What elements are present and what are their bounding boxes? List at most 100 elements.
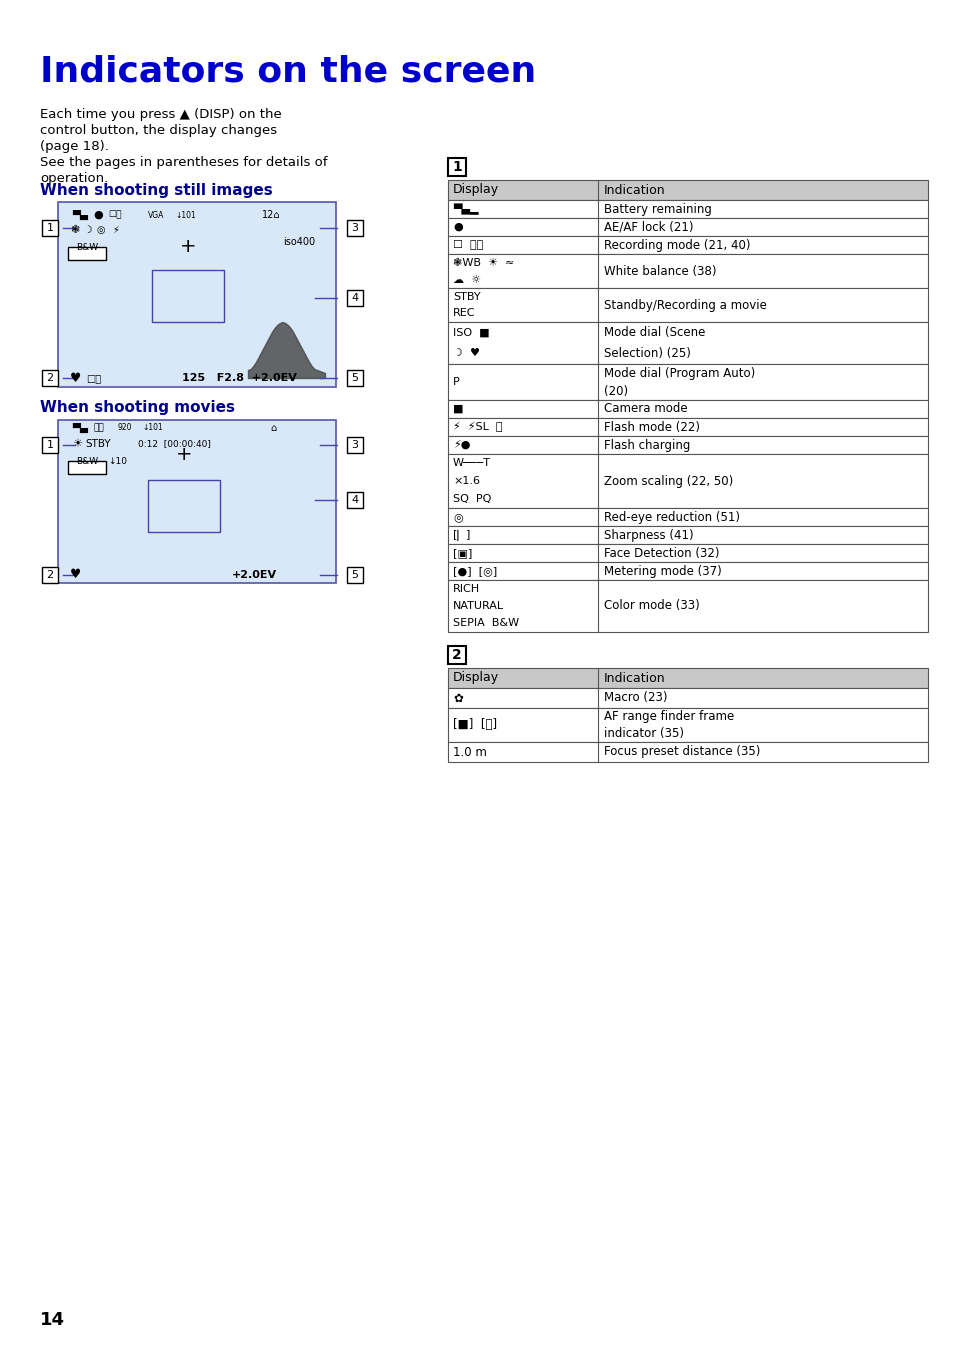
Bar <box>347 370 363 385</box>
Text: 1: 1 <box>452 160 461 174</box>
Bar <box>42 437 58 453</box>
Text: ×1.6: ×1.6 <box>453 476 479 486</box>
Text: ❃WB  ☀  ≈: ❃WB ☀ ≈ <box>453 258 514 267</box>
Text: Focus preset distance (35): Focus preset distance (35) <box>603 745 760 759</box>
Bar <box>347 493 363 508</box>
Text: (20): (20) <box>603 384 627 398</box>
Text: Display: Display <box>453 672 498 684</box>
Bar <box>448 436 927 455</box>
Text: control button, the display changes: control button, the display changes <box>40 123 276 137</box>
Text: ✿: ✿ <box>453 692 462 704</box>
Bar <box>347 220 363 236</box>
Text: Color mode (33): Color mode (33) <box>603 600 699 612</box>
Text: 920: 920 <box>118 423 132 433</box>
Text: RICH: RICH <box>453 584 479 593</box>
Text: Display: Display <box>453 183 498 197</box>
Text: ◎: ◎ <box>97 225 106 235</box>
Bar <box>448 455 927 508</box>
Text: ▀▄: ▀▄ <box>71 210 88 220</box>
Text: B&W: B&W <box>76 456 98 465</box>
Text: AE/AF lock (21): AE/AF lock (21) <box>603 220 693 233</box>
Text: ◎: ◎ <box>453 512 462 522</box>
Text: operation.: operation. <box>40 172 108 185</box>
Text: Mode dial (Scene: Mode dial (Scene <box>603 326 704 339</box>
Bar <box>448 646 465 664</box>
Text: ⚡  ⚡SL  ⓧ: ⚡ ⚡SL ⓧ <box>453 422 502 432</box>
Text: [■]  [⌸]: [■] [⌸] <box>453 718 497 731</box>
Text: Camera mode: Camera mode <box>603 403 687 415</box>
Text: REC: REC <box>453 308 475 319</box>
Text: Zoom scaling (22, 50): Zoom scaling (22, 50) <box>603 475 733 487</box>
Text: Mode dial (Program Auto): Mode dial (Program Auto) <box>603 366 755 380</box>
Text: Standby/Recording a movie: Standby/Recording a movie <box>603 299 766 312</box>
Text: Recording mode (21, 40): Recording mode (21, 40) <box>603 239 750 251</box>
Text: Face Detection (32): Face Detection (32) <box>603 547 719 559</box>
Text: AF range finder frame: AF range finder frame <box>603 710 734 723</box>
Text: ↓101: ↓101 <box>174 210 195 220</box>
Text: B&W: B&W <box>76 243 98 251</box>
Bar <box>448 322 927 364</box>
Bar <box>347 567 363 584</box>
Text: +2.0EV: +2.0EV <box>232 570 276 579</box>
Text: W───T: W───T <box>453 459 491 468</box>
Bar <box>448 157 465 176</box>
Bar <box>448 400 927 418</box>
Text: Battery remaining: Battery remaining <box>603 202 711 216</box>
Text: ☐⌸: ☐⌸ <box>108 210 121 220</box>
Bar <box>448 527 927 544</box>
Text: ❃: ❃ <box>70 225 79 235</box>
Bar <box>448 508 927 527</box>
Bar <box>448 562 927 579</box>
Text: 1: 1 <box>47 223 53 233</box>
Text: Flash mode (22): Flash mode (22) <box>603 421 700 433</box>
Text: 4: 4 <box>351 495 358 505</box>
Text: ☽  ♥: ☽ ♥ <box>453 349 479 358</box>
Text: Each time you press ▲ (DISP) on the: Each time you press ▲ (DISP) on the <box>40 109 281 121</box>
Text: 1: 1 <box>47 440 53 451</box>
Text: STBY: STBY <box>453 292 480 301</box>
Bar <box>448 254 927 288</box>
Bar <box>448 688 927 708</box>
Text: 14: 14 <box>40 1311 65 1329</box>
Text: ☐  ⌸⌹: ☐ ⌸⌹ <box>453 240 483 250</box>
Text: Sharpness (41): Sharpness (41) <box>603 528 693 541</box>
Text: ☽: ☽ <box>84 225 92 235</box>
Bar <box>448 180 927 199</box>
Bar <box>448 288 927 322</box>
Bar <box>347 437 363 453</box>
Bar <box>448 742 927 763</box>
Text: SEPIA  B&W: SEPIA B&W <box>453 619 518 628</box>
Text: (page 18).: (page 18). <box>40 140 109 153</box>
Text: ■: ■ <box>453 404 463 414</box>
Text: 1.0 m: 1.0 m <box>453 745 486 759</box>
Bar <box>347 290 363 305</box>
Text: ISO  ■: ISO ■ <box>453 327 489 338</box>
Bar <box>448 579 927 632</box>
Text: ●: ● <box>453 223 462 232</box>
Bar <box>68 247 106 261</box>
Text: 2: 2 <box>47 373 53 383</box>
Text: ♥: ♥ <box>70 569 81 582</box>
Text: 3: 3 <box>351 440 358 451</box>
Text: ⌂: ⌂ <box>270 423 276 433</box>
Text: ↓10: ↓10 <box>108 456 127 465</box>
Text: ⚡●: ⚡● <box>453 440 470 451</box>
Bar <box>448 364 927 400</box>
Bar <box>448 199 927 218</box>
Text: When shooting still images: When shooting still images <box>40 183 273 198</box>
Bar <box>448 544 927 562</box>
Text: ↓101: ↓101 <box>142 423 163 433</box>
Text: 5: 5 <box>351 570 358 579</box>
Text: Red-eye reduction (51): Red-eye reduction (51) <box>603 510 740 524</box>
Text: 2: 2 <box>47 570 53 579</box>
Text: VGA: VGA <box>148 210 164 220</box>
Bar <box>148 480 220 532</box>
Text: □⌸: □⌸ <box>86 373 101 383</box>
Text: ▀▄▂: ▀▄▂ <box>453 204 478 214</box>
Text: ☁  ☼: ☁ ☼ <box>453 274 480 285</box>
Bar <box>42 567 58 584</box>
Text: P: P <box>453 377 459 387</box>
Text: SQ  PQ: SQ PQ <box>453 494 491 503</box>
Text: ●: ● <box>92 210 103 220</box>
Text: 125   F2.8  +2.0EV: 125 F2.8 +2.0EV <box>182 373 296 383</box>
